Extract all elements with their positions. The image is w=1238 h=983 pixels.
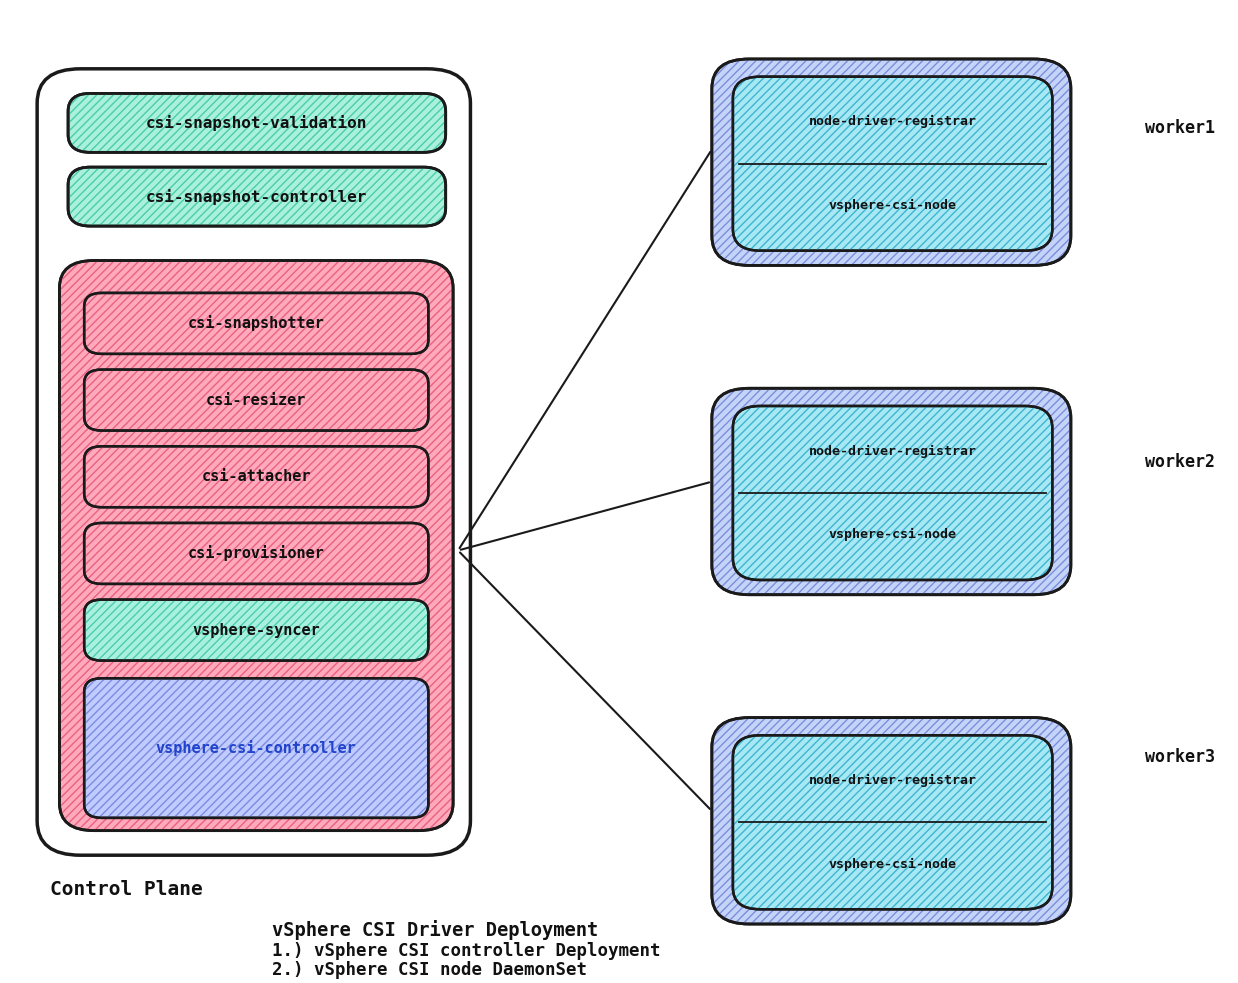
Text: vsphere-csi-controller: vsphere-csi-controller [156, 740, 357, 756]
Text: vsphere-csi-node: vsphere-csi-node [828, 199, 957, 212]
Text: csi-provisioner: csi-provisioner [188, 546, 324, 561]
FancyBboxPatch shape [68, 167, 446, 226]
FancyBboxPatch shape [84, 678, 428, 818]
Text: vsphere-csi-node: vsphere-csi-node [828, 528, 957, 542]
Text: csi-snapshotter: csi-snapshotter [188, 316, 324, 331]
FancyBboxPatch shape [68, 93, 446, 152]
Text: 1.) vSphere CSI controller Deployment: 1.) vSphere CSI controller Deployment [272, 942, 661, 959]
Text: worker3: worker3 [1145, 748, 1216, 766]
FancyBboxPatch shape [733, 77, 1052, 251]
Text: vsphere-csi-node: vsphere-csi-node [828, 857, 957, 871]
Text: worker2: worker2 [1145, 453, 1216, 471]
Text: node-driver-registrar: node-driver-registrar [808, 115, 977, 129]
FancyBboxPatch shape [84, 370, 428, 431]
FancyBboxPatch shape [733, 406, 1052, 580]
FancyBboxPatch shape [37, 69, 470, 855]
Text: Control Plane: Control Plane [50, 880, 202, 899]
FancyBboxPatch shape [84, 293, 428, 354]
Text: vSphere CSI Driver Deployment: vSphere CSI Driver Deployment [272, 920, 599, 940]
Text: node-driver-registrar: node-driver-registrar [808, 444, 977, 458]
Text: vsphere-syncer: vsphere-syncer [192, 622, 321, 638]
FancyBboxPatch shape [733, 735, 1052, 909]
FancyBboxPatch shape [59, 260, 453, 831]
Text: csi-snapshot-validation: csi-snapshot-validation [146, 115, 368, 131]
FancyBboxPatch shape [84, 600, 428, 661]
FancyBboxPatch shape [84, 446, 428, 507]
Text: csi-resizer: csi-resizer [206, 392, 307, 408]
FancyBboxPatch shape [84, 523, 428, 584]
FancyBboxPatch shape [712, 59, 1071, 265]
Text: worker1: worker1 [1145, 119, 1216, 137]
Text: node-driver-registrar: node-driver-registrar [808, 774, 977, 787]
Text: csi-snapshot-controller: csi-snapshot-controller [146, 189, 368, 204]
FancyBboxPatch shape [712, 718, 1071, 924]
FancyBboxPatch shape [712, 388, 1071, 595]
Text: csi-attacher: csi-attacher [202, 469, 311, 485]
Text: 2.) vSphere CSI node DaemonSet: 2.) vSphere CSI node DaemonSet [272, 961, 587, 979]
